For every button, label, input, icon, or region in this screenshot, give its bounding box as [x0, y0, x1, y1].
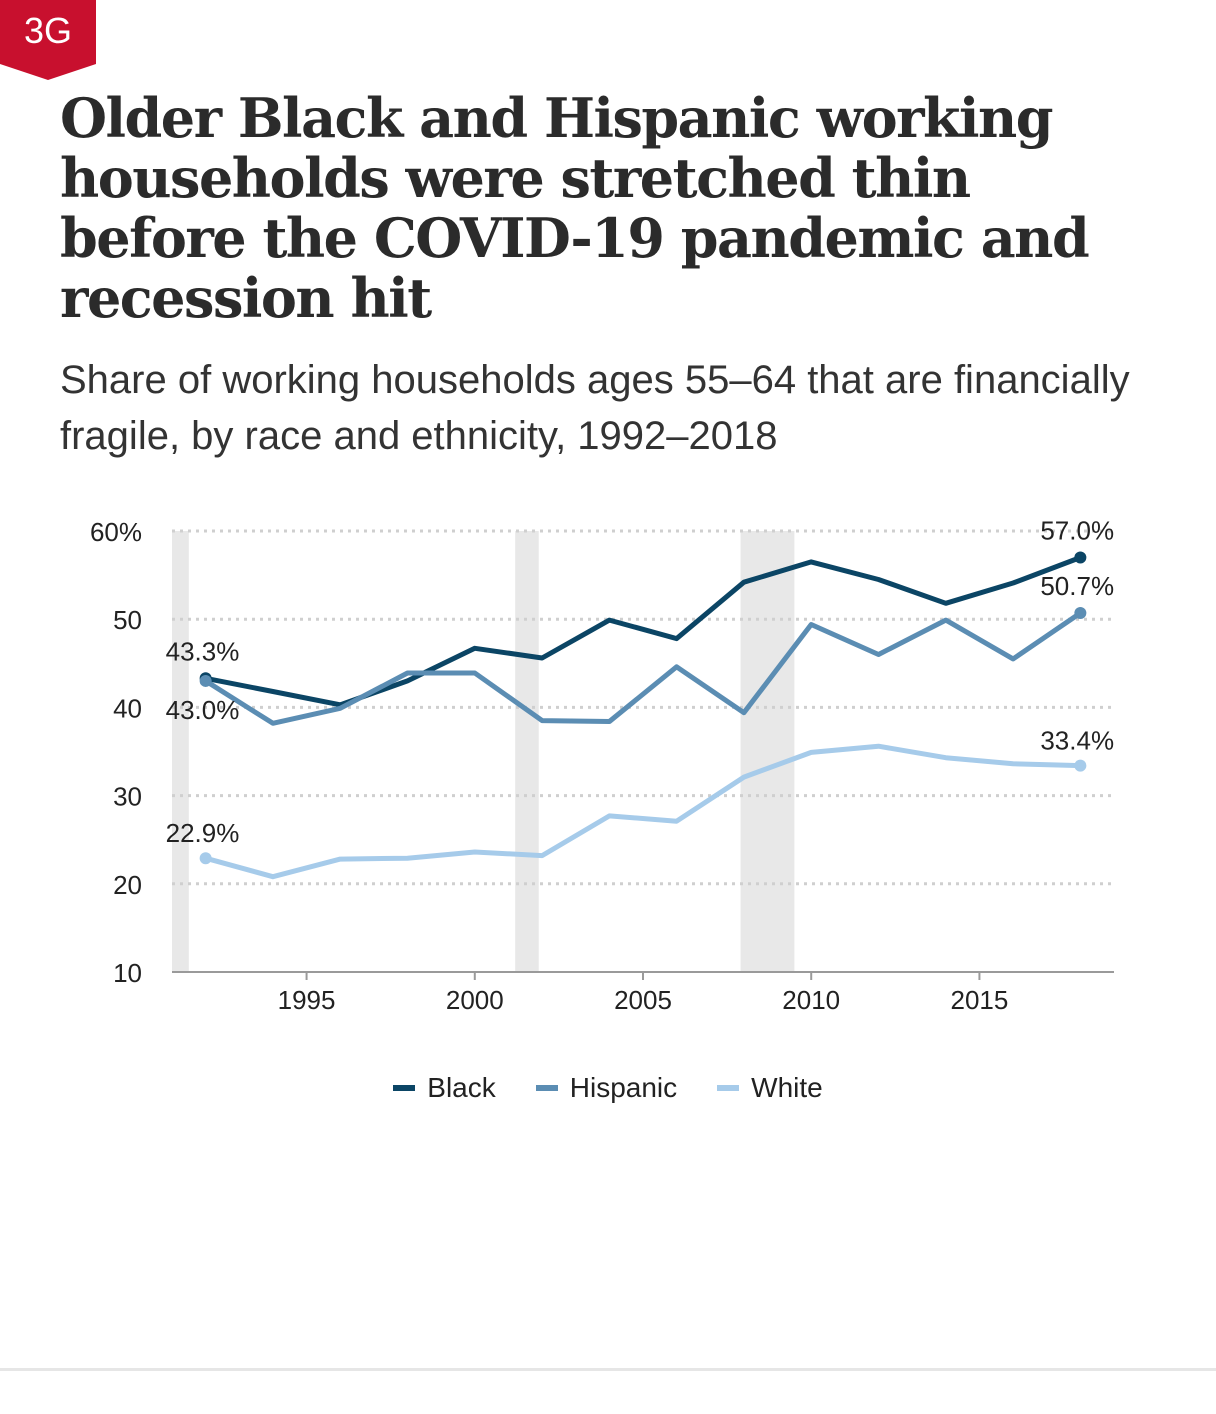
y-tick-label: 20	[113, 870, 142, 900]
figure-badge: 3G	[0, 0, 96, 80]
end-label-hispanic: 50.7%	[1040, 571, 1114, 601]
y-tick-label: 50	[113, 605, 142, 635]
y-axis: 10 20 30 40 50 60%	[90, 517, 142, 988]
recession-shading	[172, 531, 795, 972]
x-tick-label: 2005	[614, 985, 672, 1015]
end-point-white	[1074, 759, 1087, 772]
end-label-white: 33.4%	[1040, 726, 1114, 756]
x-axis: 1995 2000 2005 2010 2015	[172, 971, 1114, 1015]
legend-swatch	[535, 1085, 558, 1091]
recession-band-0	[172, 531, 189, 972]
y-tick-label: 60%	[90, 517, 142, 547]
gridlines	[172, 529, 1114, 886]
x-tick-label: 2000	[446, 985, 504, 1015]
y-tick-label: 10	[113, 958, 142, 988]
start-point-white	[199, 852, 212, 865]
x-tick-label: 1995	[278, 985, 336, 1015]
recession-band-2	[740, 531, 795, 972]
start-point-hispanic	[199, 674, 212, 687]
legend-label: Black	[427, 1072, 496, 1103]
legend-item-hispanic: Hispanic	[535, 1072, 678, 1104]
footer-divider	[0, 1368, 1216, 1371]
end-point-black	[1074, 551, 1087, 564]
x-tick-label: 2015	[951, 985, 1009, 1015]
line-chart: 10 20 30 40 50 60% 1995 2000 2005 2010 2015 43.3%…	[90, 515, 1114, 1015]
legend-label: White	[751, 1072, 823, 1103]
data-labels: 43.3% 57.0% 43.0% 50.7% 22.9% 33.4%	[166, 515, 1114, 848]
legend: Black Hispanic White	[0, 1072, 1216, 1104]
legend-item-white: White	[717, 1072, 823, 1104]
start-label-hispanic: 43.0%	[166, 695, 240, 725]
recession-band-1	[515, 531, 539, 972]
x-tick-label: 2010	[782, 985, 840, 1015]
series-lines	[199, 551, 1087, 880]
y-tick-label: 30	[113, 782, 142, 812]
badge-label: 3G	[23, 10, 73, 51]
end-label-black: 57.0%	[1040, 515, 1114, 545]
legend-swatch	[717, 1085, 740, 1091]
end-point-hispanic	[1074, 607, 1087, 620]
series-line-hispanic	[203, 610, 1083, 726]
chart-subtitle: Share of working households ages 55–64 t…	[60, 358, 1130, 458]
badge-shape	[0, 0, 96, 80]
legend-swatch	[393, 1085, 416, 1091]
series-line-black	[203, 555, 1083, 708]
series-line-white	[203, 743, 1083, 880]
start-label-white: 22.9%	[166, 818, 240, 848]
start-label-black: 43.3%	[166, 636, 240, 666]
y-tick-label: 40	[113, 693, 142, 723]
chart-title: Older Black and Hispanic working househo…	[60, 86, 1090, 330]
legend-label: Hispanic	[569, 1072, 678, 1103]
legend-item-black: Black	[393, 1072, 496, 1104]
